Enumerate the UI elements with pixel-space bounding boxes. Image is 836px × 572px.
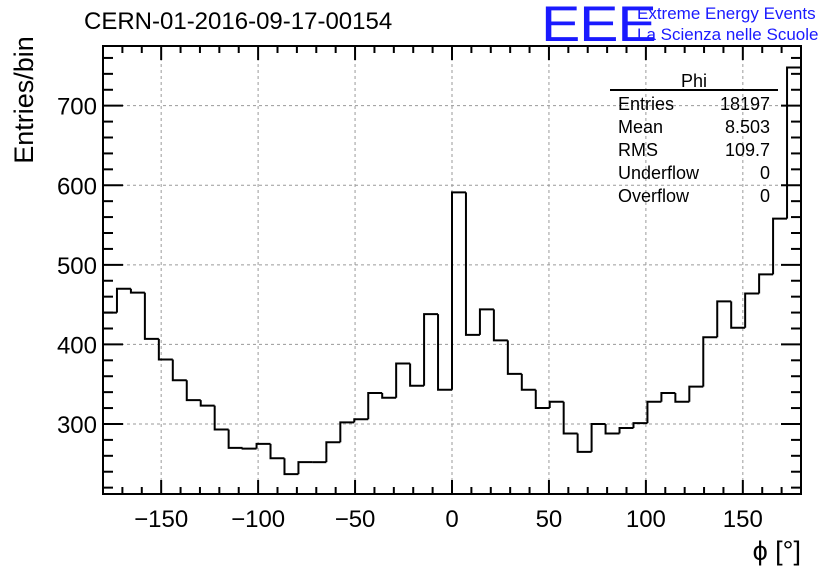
x-tick-label: −100 <box>231 506 285 533</box>
histogram-bin <box>339 421 355 443</box>
histogram-bin <box>171 359 187 382</box>
histogram-bin <box>241 447 257 450</box>
histogram-bin <box>213 405 229 431</box>
histogram-bin <box>367 391 383 420</box>
histogram-bin <box>618 426 634 434</box>
histogram-bin <box>674 392 690 403</box>
histogram-bin <box>409 363 425 387</box>
histogram-bin <box>660 391 676 402</box>
histogram-bin <box>115 287 131 313</box>
histogram-bin <box>325 441 341 463</box>
x-tick-label: 0 <box>445 506 458 533</box>
histogram-bin <box>520 373 536 391</box>
stats-row-value: 18197 <box>720 94 770 114</box>
histogram-bin <box>199 400 215 407</box>
y-tick-label: 600 <box>57 173 97 200</box>
stats-box: Phi Entries 18197 Mean 8.503 RMS 109.7 Underfl… <box>610 71 778 206</box>
histogram-bin <box>534 389 550 410</box>
histogram-bin <box>492 309 508 342</box>
histogram-bin <box>562 401 578 435</box>
x-tick-label: −150 <box>134 506 188 533</box>
histogram-bin <box>381 392 397 399</box>
histogram-bin <box>451 191 466 390</box>
histogram-bin <box>255 442 271 449</box>
plot-title: CERN-01-2016-09-17-00154 <box>84 8 393 35</box>
histogram-bin <box>604 423 620 435</box>
histogram-bin <box>590 422 606 452</box>
stats-row-label: RMS <box>618 140 658 160</box>
histogram-bin <box>269 443 285 460</box>
histogram-bin <box>646 400 662 424</box>
stats-row-value: 109.7 <box>725 140 770 160</box>
histogram-bin <box>688 385 704 402</box>
histogram-bin <box>143 292 159 340</box>
x-tick-label: 150 <box>723 506 763 533</box>
histogram-bin <box>632 422 648 428</box>
histogram-bin <box>102 311 117 494</box>
histogram-bin <box>744 292 760 328</box>
y-tick-label: 700 <box>57 94 97 121</box>
histogram-bin <box>353 418 369 423</box>
stats-row-label: Mean <box>618 117 663 137</box>
eee-logo: EEE <box>541 0 657 52</box>
logo-line-2: La Scienza nelle Scuole <box>637 25 819 44</box>
histogram-bin <box>758 273 774 294</box>
histogram-bin <box>702 336 718 387</box>
y-tick-label: 500 <box>57 253 97 280</box>
histogram-bin <box>297 461 313 475</box>
histogram-bin <box>464 192 480 336</box>
y-axis-label: Entries/bin <box>9 36 39 164</box>
y-tick-label: 300 <box>57 412 97 439</box>
stats-row-value: 0 <box>760 163 770 183</box>
stats-row-label: Entries <box>618 94 674 114</box>
stats-row-label: Underflow <box>618 163 700 183</box>
x-tick-label: 50 <box>536 506 563 533</box>
histogram-bin <box>185 380 201 402</box>
x-tick-label: 100 <box>626 506 666 533</box>
histogram-bin <box>423 313 439 386</box>
x-tick-label: −50 <box>335 506 376 533</box>
histogram-bin <box>157 338 173 361</box>
histogram-bin <box>506 340 522 375</box>
x-tick-labels: −150 −100 −50 0 50 100 150 <box>134 506 763 533</box>
y-tick-label: 400 <box>57 332 97 359</box>
histogram-bin <box>227 429 243 449</box>
histogram-bin <box>437 314 452 391</box>
histogram-bin <box>129 288 145 294</box>
histogram-bin <box>716 300 732 338</box>
histogram-bin <box>772 217 788 275</box>
stats-row-value: 0 <box>760 186 770 206</box>
x-axis-label: ϕ [°] <box>753 536 801 566</box>
y-tick-labels: 300 400 500 600 700 <box>57 94 97 439</box>
stats-row-value: 8.503 <box>725 117 770 137</box>
stats-box-title: Phi <box>681 71 707 91</box>
histogram-bin <box>395 362 411 398</box>
histogram-bin <box>730 301 746 329</box>
logo-line-1: Extreme Energy Events <box>637 4 816 23</box>
histogram-bin <box>478 308 494 335</box>
stats-row-label: Overflow <box>618 186 690 206</box>
histogram-bin <box>283 458 299 476</box>
histogram-bin <box>548 400 564 409</box>
histogram-bin <box>576 433 592 453</box>
axis-ticks <box>102 46 802 494</box>
